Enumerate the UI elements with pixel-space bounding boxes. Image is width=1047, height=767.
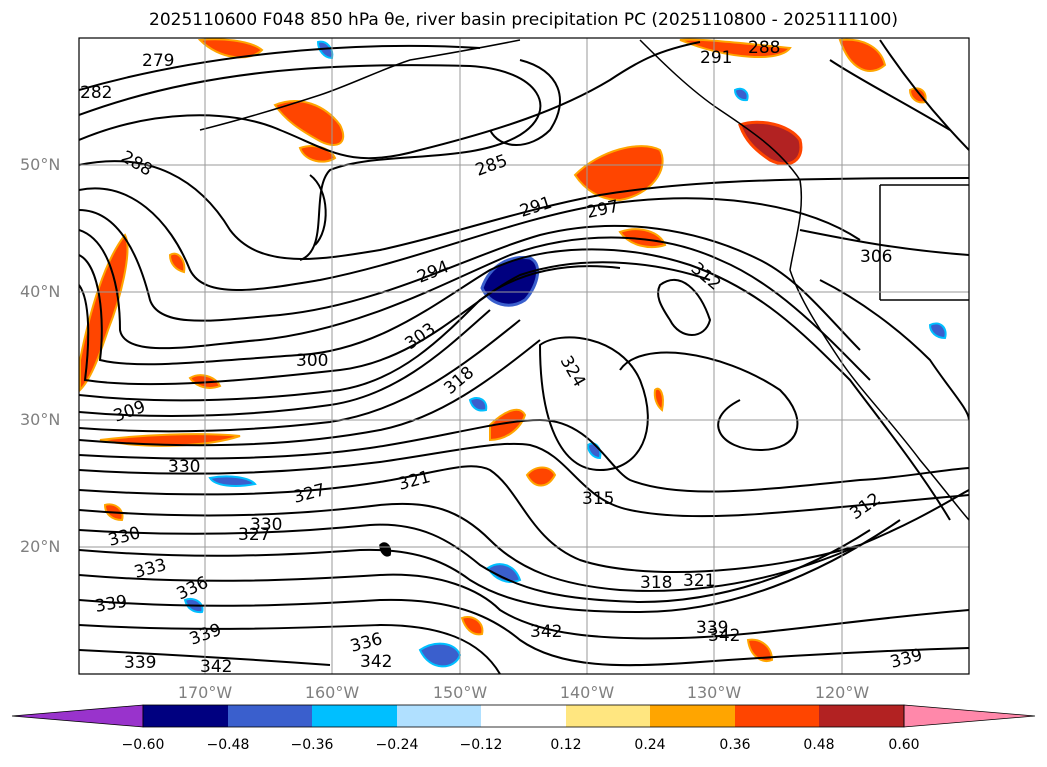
contour-label: 342	[530, 622, 562, 642]
colorbar-segment	[397, 705, 481, 727]
contour-label: 291	[700, 48, 732, 68]
colorbar-segment	[566, 705, 650, 727]
colorbar-extend-low	[11, 704, 144, 728]
contour-label: 342	[360, 652, 392, 672]
colorbar-tick-label: −0.36	[290, 737, 334, 753]
contour-label: 288	[748, 38, 780, 58]
lat-label: 50°N	[20, 155, 61, 174]
contour-label: 327	[238, 525, 270, 545]
colorbar-tick-label: −0.12	[459, 737, 503, 753]
lon-label: 130°W	[686, 683, 742, 702]
contour-label: 321	[683, 571, 715, 591]
contour-label: 339	[696, 618, 728, 638]
lat-label: 40°N	[20, 282, 61, 301]
positive-anomaly-patch	[746, 638, 774, 662]
contour-label: 315	[582, 489, 614, 509]
colorbar-tick-label: 0.36	[719, 737, 751, 753]
positive-anomaly-patch	[525, 466, 557, 487]
lon-label: 150°W	[432, 683, 488, 702]
precip-anomaly-shading	[79, 38, 947, 668]
negative-anomaly-patch	[486, 563, 522, 583]
lat-label: 20°N	[20, 537, 61, 556]
colorbar	[11, 704, 1036, 728]
colorbar-extend-high	[903, 704, 1036, 728]
colorbar-tick-label: 0.24	[634, 737, 666, 753]
negative-anomaly-patch	[733, 87, 749, 102]
colorbar-segment	[735, 705, 819, 727]
colorbar-tick-label: −0.48	[206, 737, 250, 753]
figure-title: 2025110600 F048 850 hPa θe, river basin …	[149, 10, 898, 30]
contour-label: 342	[200, 657, 232, 677]
negative-anomaly-patch	[468, 397, 488, 412]
theta-e-contours	[79, 39, 969, 674]
lon-label: 120°W	[814, 683, 870, 702]
colorbar-tick-label: −0.60	[121, 737, 165, 753]
contour-label: 330	[250, 515, 282, 535]
positive-anomaly-patch	[738, 120, 803, 166]
contour-label: 342	[708, 626, 740, 646]
positive-anomaly-patch	[653, 387, 664, 412]
colorbar-tick-label: 0.60	[888, 737, 920, 753]
colorbar-segment	[481, 705, 566, 727]
lon-label: 160°W	[304, 683, 360, 702]
contour-label: 339	[124, 653, 156, 673]
colorbar-segment	[819, 705, 904, 727]
positive-anomaly-patch	[679, 38, 792, 59]
lon-label: 170°W	[177, 683, 233, 702]
colorbar-segment	[228, 705, 312, 727]
colorbar-segment	[143, 705, 228, 727]
colorbar-tick-label: 0.12	[550, 737, 582, 753]
positive-anomaly-patch	[197, 38, 264, 59]
colorbar-segment	[650, 705, 735, 727]
colorbar-tick-label: 0.48	[803, 737, 835, 753]
contour-label: 330	[168, 457, 200, 477]
map-frame	[78, 37, 970, 675]
coastlines	[199, 39, 969, 557]
positive-anomaly-patch	[273, 100, 345, 146]
contour-label: 318	[640, 573, 672, 593]
map-plot-area: 279 282 285 288 288 291 291 294 297 300 …	[79, 38, 969, 677]
contour-label: 279	[142, 51, 174, 71]
contour-label: 282	[80, 83, 112, 103]
contour-label: 306	[860, 247, 892, 267]
positive-anomaly-patch	[489, 408, 527, 442]
contour-label: 300	[296, 351, 328, 371]
lon-label: 140°W	[559, 683, 615, 702]
lat-label: 30°N	[20, 410, 61, 429]
positive-anomaly-patch	[79, 233, 129, 393]
colorbar-tick-label: −0.24	[375, 737, 419, 753]
graticule	[79, 38, 969, 674]
positive-anomaly-patch	[168, 252, 186, 274]
negative-anomaly-patch	[928, 322, 947, 340]
negative-anomaly-patch	[208, 475, 257, 487]
colorbar-segment	[312, 705, 397, 727]
positive-anomaly-patch	[838, 38, 887, 72]
positive-anomaly-patch	[460, 616, 484, 636]
